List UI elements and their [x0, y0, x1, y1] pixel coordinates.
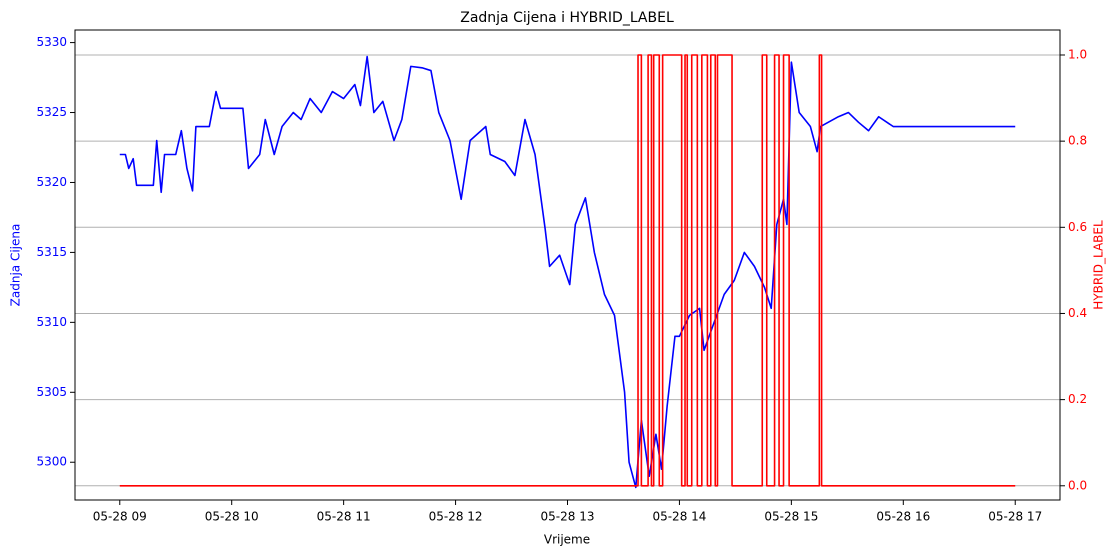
x-tick-label: 05-28 16: [876, 510, 930, 524]
y2-tick-label: 0.6: [1068, 220, 1087, 234]
y-tick-label: 5315: [36, 245, 67, 259]
x-tick-label: 05-28 14: [652, 510, 706, 524]
y-tick-label: 5305: [36, 385, 67, 399]
x-tick-label: 05-28 17: [988, 510, 1042, 524]
y-tick-label: 5310: [36, 315, 67, 329]
y2-tick-label: 0.0: [1068, 478, 1087, 492]
y2-axis-label: HYBRID_LABEL: [1092, 220, 1106, 310]
chart-title: Zadnja Cijena i HYBRID_LABEL: [460, 10, 674, 26]
y-tick-label: 5320: [36, 175, 67, 189]
x-tick-label: 05-28 09: [93, 510, 147, 524]
x-tick-label: 05-28 12: [429, 510, 483, 524]
x-axis-label: Vrijeme: [544, 533, 590, 547]
series-line: [119, 55, 1016, 489]
x-tick-label: 05-28 10: [205, 510, 259, 524]
x-tick-label: 05-28 15: [764, 510, 818, 524]
y2-tick-label: 0.4: [1068, 306, 1087, 320]
y-tick-label: 5330: [36, 35, 67, 49]
y2-tick-label: 0.2: [1068, 392, 1087, 406]
y2-tick-label: 1.0: [1068, 47, 1087, 61]
x-tick-label: 05-28 13: [541, 510, 595, 524]
series-line: [119, 54, 1016, 487]
x-tick-label: 05-28 11: [317, 510, 371, 524]
y-axis-label: Zadnja Cijena: [9, 224, 23, 307]
y-tick-label: 5325: [36, 105, 67, 119]
plot-frame: [74, 29, 1061, 501]
y2-tick-label: 0.8: [1068, 134, 1087, 148]
y-tick-label: 5300: [36, 455, 67, 469]
